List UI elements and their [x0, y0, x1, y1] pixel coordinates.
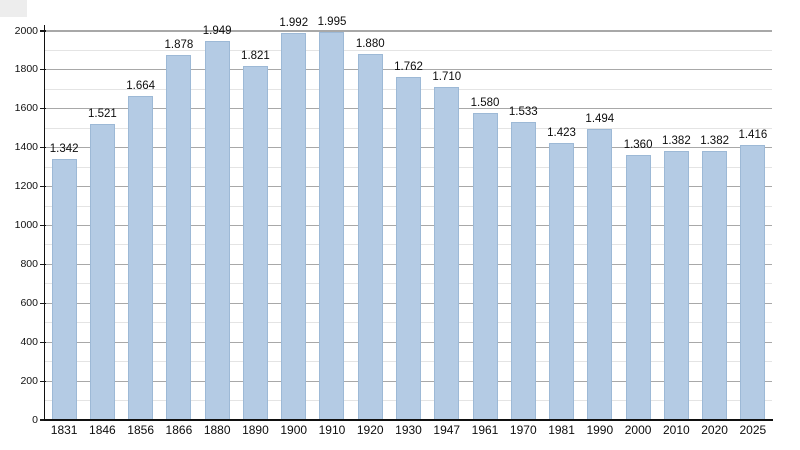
- y-axis-tick-label: 200: [20, 374, 38, 387]
- bar-value-label: 1.664: [126, 80, 156, 93]
- x-axis-tick-label: 1981: [548, 423, 575, 437]
- y-axis-tick-label: 1800: [14, 63, 38, 76]
- bar-value-label: 1.710: [432, 71, 462, 84]
- bar: [549, 143, 575, 420]
- y-axis-tick-label: 2000: [14, 24, 38, 37]
- bar: [510, 121, 536, 420]
- y-axis-tick: [40, 69, 46, 71]
- bar-value-label: 1.521: [88, 108, 117, 121]
- y-axis-tick: [40, 186, 46, 188]
- y-axis-tick: [40, 302, 46, 304]
- bar-value-label: 1.821: [241, 49, 270, 62]
- x-axis-tick-label: 1856: [127, 423, 154, 437]
- bar: [472, 112, 498, 420]
- bar: [51, 158, 77, 420]
- bar: [89, 124, 115, 420]
- bar-value-label: 1.949: [202, 24, 232, 37]
- bar-value-label: 1.494: [585, 113, 615, 126]
- y-axis-tick: [40, 263, 46, 265]
- x-axis-tick-label: 1900: [280, 423, 308, 437]
- y-axis-tick-label: 1400: [14, 141, 38, 154]
- bar-value-label: 1.423: [547, 127, 576, 140]
- bar: [740, 144, 766, 420]
- x-axis-tick-label: 2025: [739, 423, 767, 437]
- bar: [587, 129, 613, 420]
- y-axis-tick-label: 1000: [14, 219, 38, 231]
- bar-value-label: 1.382: [661, 135, 691, 148]
- y-axis-tick: [40, 108, 46, 110]
- y-axis-tick: [40, 30, 46, 32]
- y-axis-tick: [40, 224, 46, 227]
- bar: [166, 54, 192, 420]
- gridline-major: [45, 69, 772, 71]
- corner-artifact: [0, 0, 27, 17]
- x-axis-tick-label: 2020: [701, 423, 728, 437]
- x-axis-tick-label: 1890: [242, 423, 269, 437]
- x-axis-tick-label: 1846: [89, 423, 116, 437]
- x-axis-tick-label: 2010: [662, 423, 690, 437]
- x-axis-tick-label: 1961: [471, 423, 499, 437]
- y-axis-tick-label: 0: [32, 413, 38, 426]
- bar: [396, 77, 421, 420]
- bar: [281, 32, 307, 420]
- bar: [625, 155, 651, 420]
- bar-value-label: 1.416: [738, 128, 768, 141]
- x-axis-tick-label: 1930: [395, 423, 422, 437]
- bar: [357, 54, 383, 420]
- bar-value-label: 1.992: [279, 16, 309, 29]
- y-axis-tick-label: 800: [20, 257, 38, 270]
- bar-value-label: 1.533: [508, 105, 538, 118]
- x-axis-tick-label: 1910: [318, 423, 346, 437]
- bar: [663, 151, 689, 420]
- y-axis-tick-label: 1600: [14, 102, 38, 115]
- x-axis-tick-label: 1990: [586, 423, 614, 437]
- x-axis-tick-label: 1970: [509, 423, 537, 437]
- y-axis-tick: [40, 419, 46, 421]
- y-axis-tick: [40, 341, 46, 343]
- bar: [128, 96, 154, 420]
- gridline-minor: [45, 49, 772, 51]
- x-axis-tick-label: 1920: [356, 423, 384, 437]
- bar: [702, 151, 728, 420]
- y-axis-tick: [40, 147, 46, 149]
- x-axis-tick-label: 1866: [165, 423, 193, 437]
- y-axis-tick-label: 600: [20, 296, 38, 309]
- bar-value-label: 1.762: [394, 61, 423, 74]
- y-axis-line: [43, 25, 46, 421]
- bar: [434, 87, 460, 420]
- bar: [242, 65, 268, 420]
- bar: [319, 31, 345, 420]
- y-axis-tick-label: 1200: [14, 180, 38, 193]
- y-axis-tick-label: 400: [20, 335, 38, 348]
- bar-value-label: 1.880: [355, 38, 385, 51]
- bar-value-label: 1.382: [700, 135, 729, 148]
- bar-value-label: 1.360: [623, 139, 653, 152]
- bar-value-label: 1.580: [470, 96, 500, 109]
- x-axis-tick-label: 1831: [50, 423, 78, 437]
- x-axis-tick-label: 1947: [433, 423, 461, 437]
- bar-value-label: 1.342: [49, 142, 79, 155]
- bar-value-label: 1.878: [164, 38, 194, 51]
- gridline-major: [45, 30, 772, 32]
- x-axis-tick-label: 1880: [203, 423, 231, 437]
- bar: [204, 40, 230, 420]
- bar-value-label: 1.995: [317, 15, 347, 28]
- x-axis-tick-label: 2000: [624, 423, 652, 437]
- x-axis-line: [43, 419, 773, 422]
- y-axis-tick: [40, 380, 46, 382]
